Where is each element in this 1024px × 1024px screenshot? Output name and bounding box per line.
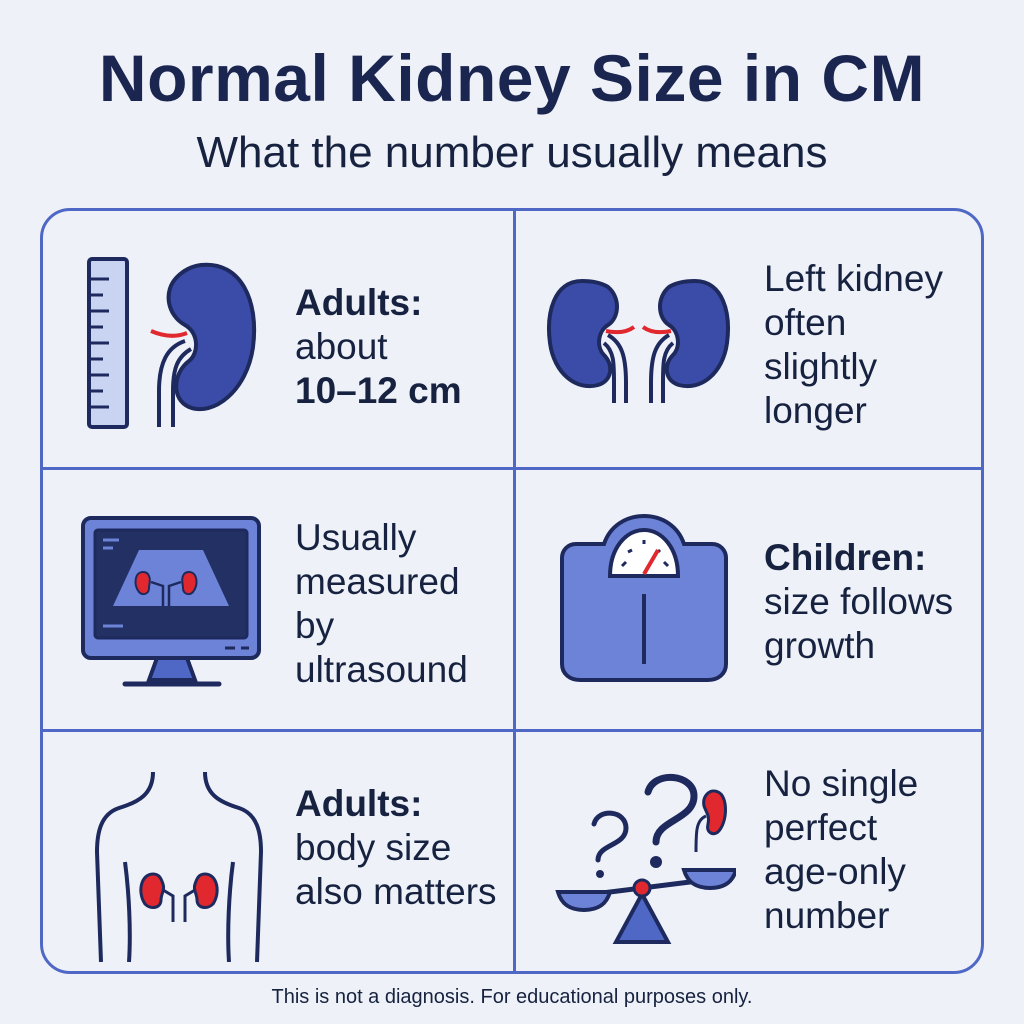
card-body-size: Adults: body size also matters [43,732,513,971]
card-line: measured [295,561,460,602]
card-line: often [764,302,847,343]
card-line: longer [764,390,867,431]
card-heading: Adults: [295,783,423,824]
grid-divider-horizontal-2 [43,729,981,732]
card-no-single-number: No single perfect age-only number [516,732,981,971]
card-line: size follows [764,581,954,622]
card-heading: Children: [764,537,927,578]
card-line-bold: 10–12 cm [295,370,462,411]
grid-divider-horizontal-1 [43,467,981,470]
card-left-kidney: Left kidney often slightly longer [516,211,981,467]
disclaimer: This is not a diagnosis. For educational… [271,986,753,1008]
card-line: age-only [764,851,906,892]
card-line: perfect [764,807,878,848]
two-kidneys-icon [547,278,730,403]
card-line: Left kidney [764,258,943,299]
card-line: Usually [295,517,417,558]
card-line: growth [764,625,876,666]
card-heading: Adults: [295,282,423,323]
card-children: Children: size follows growth [516,470,981,729]
ruler-kidney-icon [87,257,257,429]
card-line: also matters [295,871,497,912]
body-outline-icon [94,772,264,962]
card-line: by [295,605,335,646]
info-grid: Adults: about 10–12 cm Left kidney often… [40,208,984,974]
page-subtitle: What the number usually means [196,128,828,177]
card-line: ultrasound [295,649,468,690]
card-line: No single [764,763,919,804]
card-ultrasound: Usually measured by ultrasound [43,470,513,729]
card-adult-size: Adults: about 10–12 cm [43,211,513,467]
question-balance-icon [555,774,736,944]
page-title: Normal Kidney Size in CM [98,41,926,115]
card-line: about [295,326,388,367]
card-line: slightly [764,346,878,387]
card-line: number [764,895,890,936]
scale-icon [560,514,728,682]
ultrasound-monitor-icon [81,516,261,687]
card-line: body size [295,827,452,868]
grid-divider-vertical [513,211,516,971]
